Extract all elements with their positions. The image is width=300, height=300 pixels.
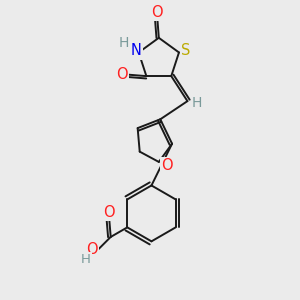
Text: O: O <box>86 242 98 257</box>
Text: O: O <box>116 67 127 82</box>
Text: H: H <box>192 96 202 110</box>
Text: H: H <box>118 36 129 50</box>
Text: S: S <box>181 44 190 59</box>
Text: O: O <box>103 205 115 220</box>
Text: O: O <box>161 158 173 173</box>
Text: O: O <box>152 5 163 20</box>
Text: N: N <box>131 44 142 59</box>
Text: H: H <box>81 253 91 266</box>
